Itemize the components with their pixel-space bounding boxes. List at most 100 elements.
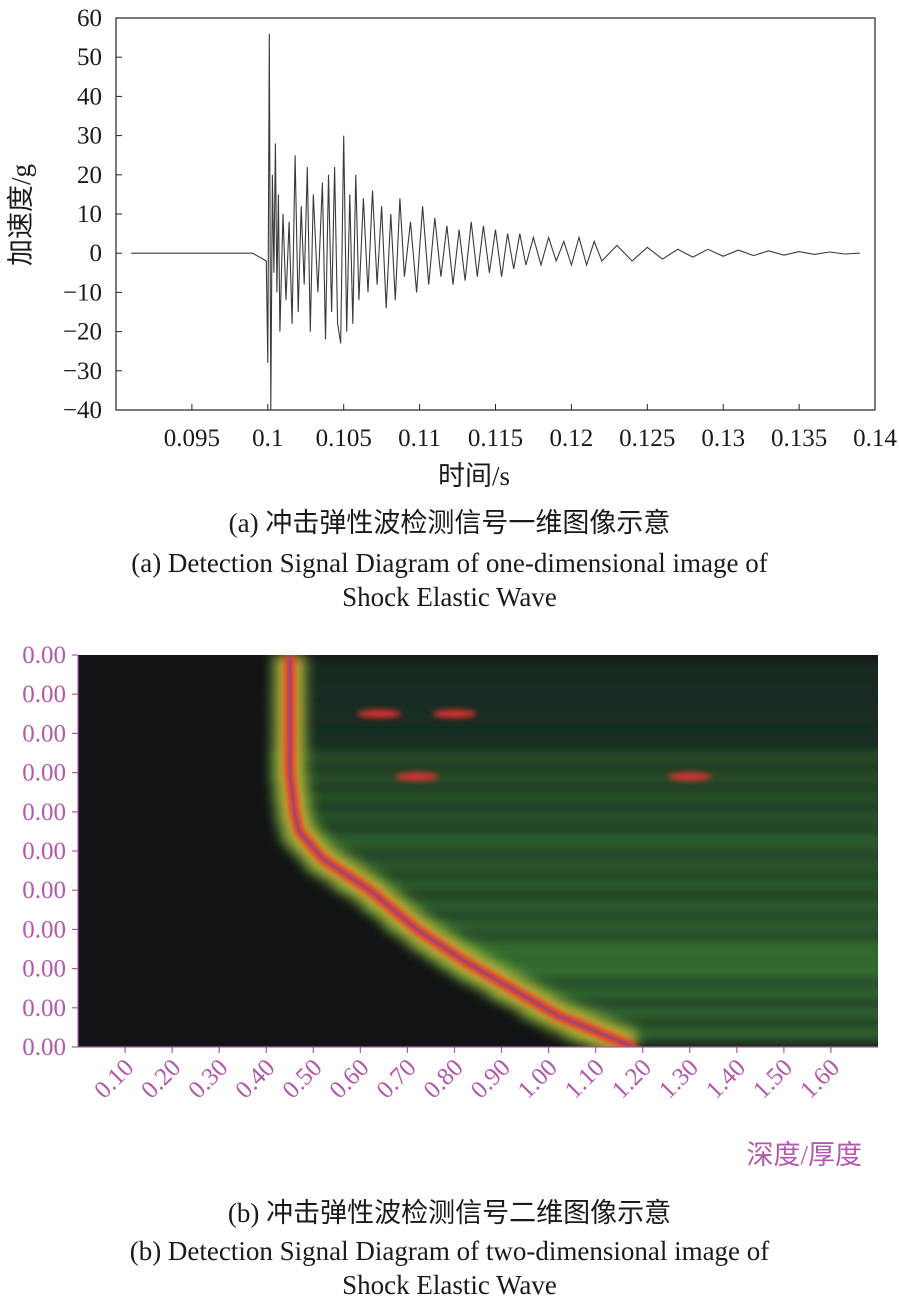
y-tick-label: 0 [90,240,103,267]
heatmap-x-tick-label: 1.40 [701,1054,751,1104]
heatmap-x-tick-label: 0.40 [230,1054,280,1104]
heatmap-band [270,782,878,794]
y-tick-label: −10 [63,279,102,306]
heatmap-band [269,713,878,725]
heatmap-x-tick-label: 1.20 [607,1054,657,1104]
heatmap-band [279,831,878,843]
heatmap-band [524,1007,878,1019]
x-tick-label: 0.13 [701,425,745,452]
heatmap-hotspots [357,709,712,781]
waveform-series-line [131,33,860,411]
hotspot [667,772,712,781]
caption-a-english-line1: (a) Detection Signal Diagram of one-dime… [131,548,768,578]
y-axis-ticks: 60 50 40 30 20 10 0 −10 −20 −30 −40 [63,5,122,424]
heatmap-x-tick-label: 0.30 [183,1054,233,1104]
heatmap-bands [269,655,878,1047]
heatmap-band [295,851,878,862]
heatmap-y-ticks: 0.00 0.00 0.00 0.00 0.00 0.00 0.00 0.00 0.00 0.00… [22,642,78,1061]
heatmap-x-ticks: 0.100.200.300.400.500.600.700.800.901.00… [89,1047,845,1104]
heatmap-band [566,1027,878,1039]
x-tick-label: 0.1 [252,425,283,452]
heatmap-band [396,929,878,941]
x-axis-label: 时间/s [438,461,510,491]
waveform-plot-area [115,17,876,411]
heatmap-area [78,655,878,1047]
heatmap-y-tick-label: 0.00 [22,995,66,1022]
y-axis-label: 加速度/g [6,164,36,266]
heatmap-y-tick-label: 0.00 [22,642,66,669]
heatmap-y-tick-label: 0.00 [22,799,66,826]
heatmap-y-tick-label: 0.00 [22,956,66,983]
x-tick-label: 0.135 [771,425,827,452]
heatmap-band [361,900,878,911]
heatmap-band [335,880,878,892]
figure-b: 0.00 0.00 0.00 0.00 0.00 0.00 0.00 0.00 0.00 0.00… [0,620,899,1308]
heatmap-band [274,811,878,823]
heatmap-band [474,978,878,990]
heatmap-band [269,694,878,705]
caption-a-chinese: (a) 冲击弹性波检测信号一维图像示意 [228,508,671,538]
x-tick-label: 0.14 [853,425,897,452]
hotspot [357,709,402,718]
heatmap-band [269,772,878,784]
caption-b-chinese: (b) 冲击弹性波检测信号二维图像示意 [227,1198,672,1228]
x-tick-label: 0.105 [316,425,372,452]
heatmap-band [305,860,878,872]
heatmap-band [269,762,878,774]
heatmap-band [269,674,878,686]
y-tick-label: 10 [77,201,102,228]
heatmap-x-tick-label: 1.30 [654,1054,704,1104]
heatmap-band [589,1037,878,1047]
y-tick-label: −30 [63,358,102,385]
heatmap-band [269,684,878,696]
heatmap-x-tick-label: 1.10 [560,1054,610,1104]
heatmap-band [273,802,878,813]
heatmap-band [269,664,878,676]
heatmap-band [287,841,878,852]
heatmap-band [373,909,878,921]
heatmap-x-axis-label: 深度/厚度 [746,1140,862,1170]
y-tick-label: 60 [77,5,102,32]
heatmap-y-tick-label: 0.00 [22,720,66,747]
heatmap-x-tick-label: 0.60 [325,1054,375,1104]
caption-b-english-line2: Shock Elastic Wave [342,1270,557,1300]
heatmap-band [411,939,878,950]
heatmap-x-tick-label: 1.50 [748,1054,798,1104]
heatmap-x-tick-label: 0.80 [419,1054,469,1104]
heatmap-chart: 0.00 0.00 0.00 0.00 0.00 0.00 0.00 0.00 0.00 0.00… [22,642,878,1170]
ridge-trace-line [289,655,634,1047]
plot-frame [115,17,876,411]
heatmap-band [269,733,878,745]
heatmap-band [269,655,878,666]
heatmap-band [440,958,878,970]
heatmap-band [349,890,878,901]
y-tick-label: −40 [63,397,102,424]
heatmap-x-tick-label: 1.60 [795,1054,845,1104]
heatmap-x-tick-label: 0.50 [278,1054,328,1104]
heatmap-band [542,1017,878,1029]
heatmap-y-tick-label: 0.00 [22,681,66,708]
heatmap-band [490,988,878,999]
x-tick-label: 0.095 [164,425,220,452]
x-tick-label: 0.115 [468,425,523,452]
heatmap-band [320,870,878,882]
x-tick-label: 0.12 [550,425,594,452]
caption-a-english-line2: Shock Elastic Wave [342,582,557,612]
heatmap-y-tick-label: 0.00 [22,760,66,787]
heatmap-x-tick-label: 0.90 [466,1054,516,1104]
heatmap-band [385,919,878,931]
heatmap-band [272,792,878,803]
x-tick-label: 0.125 [619,425,675,452]
heatmap-band [269,723,878,735]
x-axis-ticks: 0.095 0.1 0.105 0.11 0.115 0.12 0.125 0.13 0.135… [164,404,897,452]
heatmap-y-tick-label: 0.00 [22,838,66,865]
heatmap-x-tick-label: 0.70 [372,1054,422,1104]
figure-a: 60 50 40 30 20 10 0 −10 −20 −30 −40 0.095 0.1 0.105 0… [0,0,899,620]
heatmap-y-tick-label: 0.00 [22,916,66,943]
heatmap-x-tick-label: 1.00 [513,1054,563,1104]
heatmap-band [269,743,878,754]
heatmap-x-tick-label: 0.10 [89,1054,139,1104]
x-tick-label: 0.11 [398,425,441,452]
y-tick-label: 50 [77,44,102,71]
